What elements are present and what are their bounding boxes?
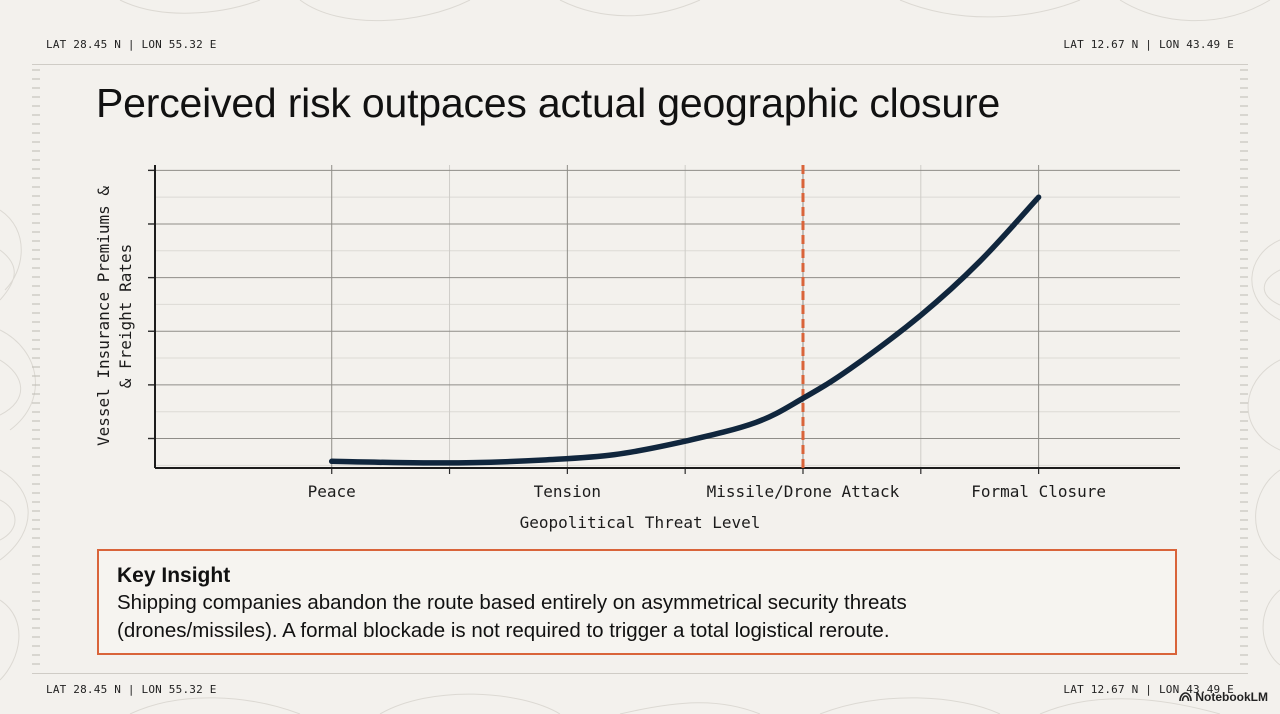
x-tick-label: Formal Closure xyxy=(971,482,1106,501)
coord-top-right: LAT 12.67 N | LON 43.49 E xyxy=(1063,38,1234,51)
brand-logo: NotebookLM xyxy=(1179,690,1268,704)
page-title: Perceived risk outpaces actual geographi… xyxy=(96,80,1001,126)
coord-bottom-left: LAT 28.45 N | LON 55.32 E xyxy=(46,683,217,696)
insight-line-2: (drones/missiles). A formal blockade is … xyxy=(117,619,890,642)
x-axis-title: Geopolitical Threat Level xyxy=(520,513,761,532)
series-line xyxy=(328,194,1042,466)
notebooklm-icon xyxy=(1179,692,1193,702)
coord-bottom-right: LAT 12.67 N | LON 43.49 E xyxy=(1063,683,1234,696)
y-axis-title-line2: & Freight Rates xyxy=(116,244,135,389)
x-tick-label: Tension xyxy=(534,482,601,501)
y-axis-title-line1: Vessel Insurance Premiums & xyxy=(94,186,113,446)
brand-name: NotebookLM xyxy=(1195,690,1268,704)
insight-line-1: Shipping companies abandon the route bas… xyxy=(117,591,907,614)
coord-top-left: LAT 28.45 N | LON 55.32 E xyxy=(46,38,217,51)
x-tick-label: Missile/Drone Attack xyxy=(707,482,900,501)
key-insight-box: Key Insight Shipping companies abandon t… xyxy=(97,549,1177,655)
slide-frame xyxy=(32,64,1248,674)
x-tick-label: Peace xyxy=(308,482,356,501)
insight-heading: Key Insight xyxy=(117,564,231,587)
